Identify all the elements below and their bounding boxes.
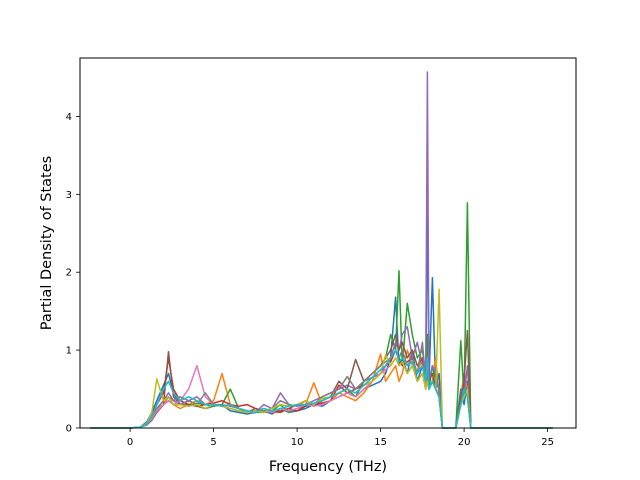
y-tick-label: 3 xyxy=(66,190,72,201)
series-lines xyxy=(90,71,553,429)
y-axis-ticks: 0 1 2 3 4 xyxy=(66,112,80,435)
y-tick-label: 4 xyxy=(66,112,72,123)
y-tick-label: 2 xyxy=(66,268,72,279)
x-tick-label: 20 xyxy=(458,437,471,448)
x-tick-label: 15 xyxy=(374,437,387,448)
x-tick-label: 10 xyxy=(291,437,304,448)
x-tick-label: 5 xyxy=(210,437,216,448)
y-tick-label: 1 xyxy=(66,346,72,357)
series-line-10 xyxy=(90,349,553,429)
x-axis-label: Frequency (THz) xyxy=(269,459,387,475)
y-axis-label: Partial Density of States xyxy=(39,156,55,330)
x-axis-ticks: 0 5 10 15 20 25 xyxy=(127,428,554,448)
axes-frame xyxy=(79,57,577,429)
x-tick-label: 0 xyxy=(127,437,133,448)
y-tick-label: 0 xyxy=(66,424,72,435)
x-tick-label: 25 xyxy=(541,437,554,448)
